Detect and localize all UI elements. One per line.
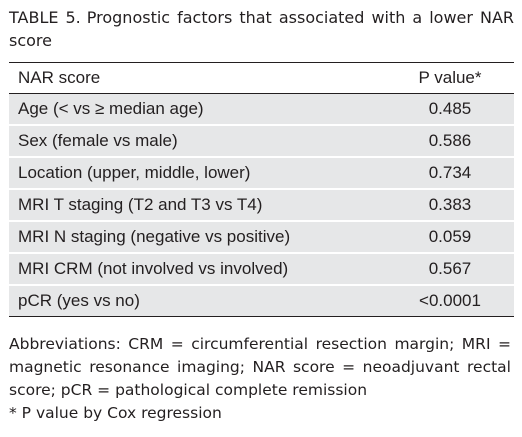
p-value-cell: <0.0001 [386, 285, 514, 317]
caption-label: TABLE 5. [9, 8, 81, 27]
factor-cell: Location (upper, middle, lower) [9, 157, 386, 190]
table-body: Age (< vs ≥ median age) 0.485 Sex (female … [9, 93, 514, 317]
factor-cell: MRI T staging (T2 and T3 vs T4) [9, 189, 386, 222]
table-row: Sex (female vs male) 0.586 [9, 125, 514, 158]
table-caption: TABLE 5. Prognostic factors that associat… [9, 6, 514, 52]
table-row: Location (upper, middle, lower) 0.734 [9, 157, 514, 190]
table-row: Age (< vs ≥ median age) 0.485 [9, 93, 514, 126]
table-row: pCR (yes vs no) <0.0001 [9, 285, 514, 317]
table-row: MRI N staging (negative vs positive) 0.05… [9, 221, 514, 254]
p-value-cell: 0.734 [386, 157, 514, 190]
factor-cell: MRI CRM (not involved vs involved) [9, 253, 386, 286]
asterisk-note: * P value by Cox regression [9, 404, 222, 422]
table-row: MRI CRM (not involved vs involved) 0.567 [9, 253, 514, 286]
header-row: NAR score P value* [9, 62, 514, 94]
p-value-cell: 0.059 [386, 221, 514, 254]
p-value-cell: 0.485 [386, 93, 514, 126]
table: NAR score P value* Age (< vs ≥ median ag… [9, 62, 514, 317]
p-value-cell: 0.383 [386, 189, 514, 222]
p-value-cell: 0.567 [386, 253, 514, 286]
table-row: MRI T staging (T2 and T3 vs T4) 0.383 [9, 189, 514, 222]
factor-cell: MRI N staging (negative vs positive) [9, 221, 386, 254]
abbreviations: Abbreviations: CRM = circumferential res… [9, 335, 511, 399]
factor-cell: pCR (yes vs no) [9, 285, 386, 317]
p-value-cell: 0.586 [386, 125, 514, 158]
factor-cell: Sex (female vs male) [9, 125, 386, 158]
factor-cell: Age (< vs ≥ median age) [9, 93, 386, 126]
caption-text: Prognostic factors that associated with … [9, 8, 515, 50]
header-cell: NAR score [9, 62, 386, 94]
footnotes: Abbreviations: CRM = circumferential res… [9, 333, 511, 425]
header-cell: P value* [386, 62, 514, 94]
